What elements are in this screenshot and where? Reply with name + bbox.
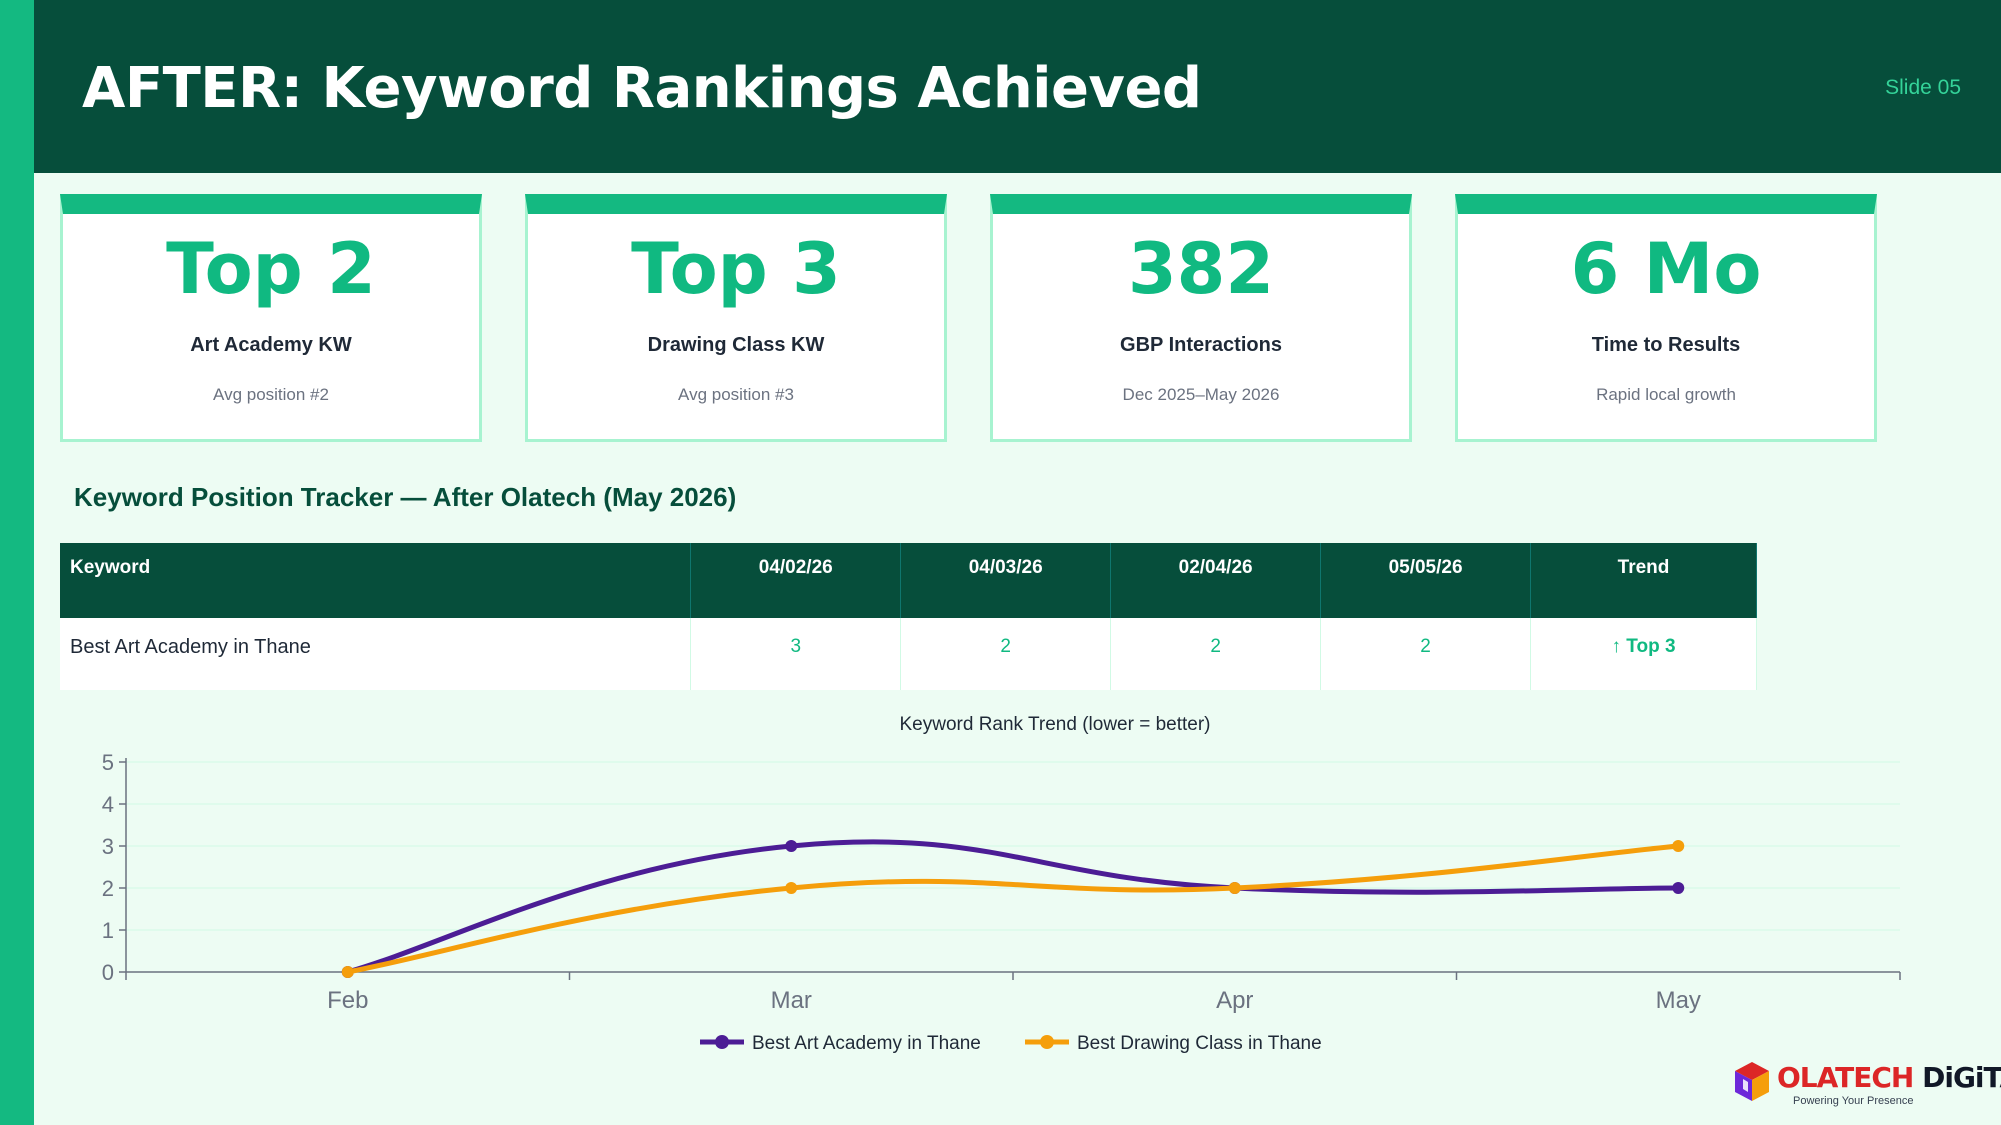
y-tick-label: 3 xyxy=(102,834,114,859)
data-point xyxy=(785,882,798,894)
stat-label: Art Academy KW xyxy=(190,334,352,356)
column-header-keyword: Keyword xyxy=(60,543,692,618)
data-point xyxy=(1672,882,1685,894)
column-header-date: 02/04/26 xyxy=(1110,543,1322,618)
stat-subtext: Avg position #2 xyxy=(213,385,329,404)
data-point xyxy=(341,966,354,978)
y-tick-label: 4 xyxy=(102,792,114,817)
table-header-row: Keyword 04/02/26 04/03/26 02/04/26 05/05… xyxy=(60,543,1757,618)
stat-card-drawing-class: Top 3 Drawing Class KW Avg position #3 xyxy=(525,194,947,442)
rank-cell: 2 xyxy=(900,618,1112,690)
legend-swatch-marker xyxy=(1040,1035,1054,1049)
x-tick-label: May xyxy=(1656,987,1701,1014)
legend-label: Best Drawing Class in Thane xyxy=(1077,1033,1322,1054)
logo-name-part1: OLATECH xyxy=(1777,1061,1914,1094)
y-tick-label: 1 xyxy=(102,918,114,943)
keyword-tracker-table: Keyword 04/02/26 04/03/26 02/04/26 05/05… xyxy=(60,543,1757,690)
x-tick-label: Feb xyxy=(327,987,368,1014)
column-header-trend: Trend xyxy=(1530,543,1757,618)
legend-swatch-marker xyxy=(715,1035,729,1049)
rank-cell: 3 xyxy=(690,618,902,690)
stat-label: GBP Interactions xyxy=(1120,334,1282,356)
table-row: Best Art Academy in Thane 3 2 2 2 ↑ Top … xyxy=(60,618,1757,690)
section-title: Keyword Position Tracker — After Olatech… xyxy=(74,482,737,512)
keyword-cell: Best Art Academy in Thane xyxy=(60,618,692,690)
stat-label: Drawing Class KW xyxy=(647,334,825,356)
legend-label: Best Art Academy in Thane xyxy=(752,1033,981,1054)
column-header-date: 05/05/26 xyxy=(1320,543,1532,618)
y-tick-label: 0 xyxy=(102,960,114,985)
stat-subtext: Avg position #3 xyxy=(678,385,794,404)
olatech-logo: OLATECH DiGiTAL Powering Your Presence xyxy=(1731,1057,2001,1113)
stat-card-time-to-results: 6 Mo Time to Results Rapid local growth xyxy=(1455,194,1877,442)
left-accent-bar xyxy=(0,0,34,1125)
slide-title: AFTER: Keyword Rankings Achieved xyxy=(82,56,1202,121)
stat-card-gbp-interactions: 382 GBP Interactions Dec 2025–May 2026 xyxy=(990,194,1412,442)
series-line-1 xyxy=(345,839,1681,975)
stat-value: 6 Mo xyxy=(1570,228,1762,310)
stat-card-art-academy: Top 2 Art Academy KW Avg position #2 xyxy=(60,194,482,442)
chart-title: Keyword Rank Trend (lower = better) xyxy=(900,714,1211,735)
logo-tagline: Powering Your Presence xyxy=(1793,1095,1914,1107)
stat-value: 382 xyxy=(1127,228,1275,310)
rank-cell: 2 xyxy=(1320,618,1532,690)
y-tick-label: 2 xyxy=(102,876,114,901)
series-line-2 xyxy=(345,843,1681,975)
rank-cell: 2 xyxy=(1110,618,1322,690)
stat-subtext: Dec 2025–May 2026 xyxy=(1122,385,1280,404)
data-point xyxy=(1228,882,1241,894)
column-header-date: 04/03/26 xyxy=(900,543,1112,618)
chart-svg: Keyword Rank Trend (lower = better) 0 1 2 3 4… xyxy=(102,714,1901,1054)
logo-cube-icon xyxy=(1735,1062,1769,1101)
data-point xyxy=(785,840,798,852)
logo-name-part2: DiGiTAL xyxy=(1922,1061,2001,1094)
trend-cell: ↑ Top 3 xyxy=(1530,618,1757,690)
logo-wordmark: OLATECH DiGiTAL xyxy=(1777,1061,2001,1094)
stat-label: Time to Results xyxy=(1591,334,1741,356)
data-point xyxy=(1672,840,1685,852)
x-tick-label: Apr xyxy=(1216,987,1253,1014)
stat-value: Top 2 xyxy=(166,228,376,310)
stat-value: Top 3 xyxy=(631,228,841,310)
x-tick-label: Mar xyxy=(771,987,812,1014)
slide-header: AFTER: Keyword Rankings Achieved Slide 0… xyxy=(34,0,2001,173)
column-header-date: 04/02/26 xyxy=(690,543,902,618)
y-tick-label: 5 xyxy=(102,750,114,775)
slide-number: Slide 05 xyxy=(1885,76,1961,99)
rank-trend-chart: Keyword Rank Trend (lower = better) 0 1 2 3 4… xyxy=(60,700,1920,1080)
stat-subtext: Rapid local growth xyxy=(1596,385,1736,404)
